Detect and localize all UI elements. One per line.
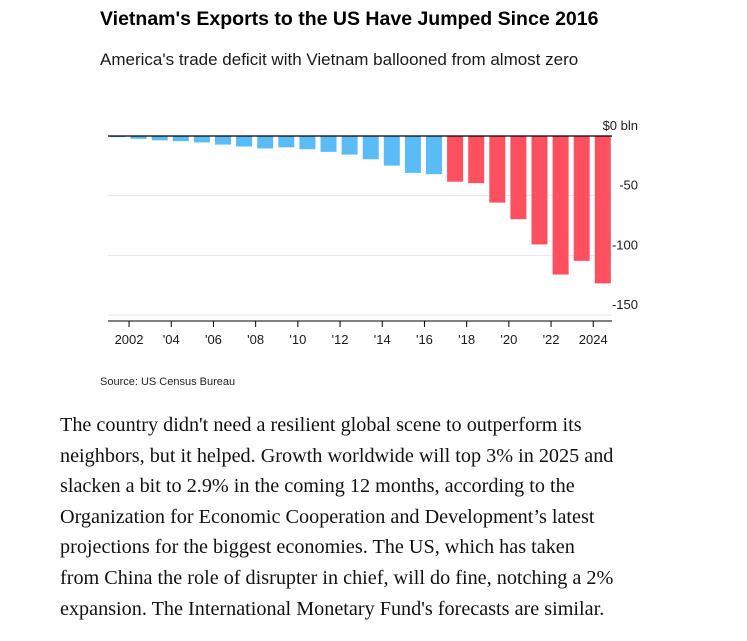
x-tick-label: 2002: [115, 332, 144, 347]
chart-title: Vietnam's Exports to the US Have Jumped …: [100, 8, 599, 30]
chart-subtitle: America's trade deficit with Vietnam bal…: [100, 50, 579, 69]
x-tick-label: '08: [247, 332, 264, 347]
y-axis-labels: $0 bln -50 -100 -150: [603, 118, 638, 312]
bar: [299, 136, 316, 150]
x-tick-label: 2024: [579, 332, 608, 347]
bar: [383, 136, 400, 166]
bar: [151, 136, 168, 141]
bar: [193, 136, 210, 143]
bar: [130, 136, 147, 139]
x-tick-label: '18: [458, 332, 475, 347]
x-axis: 2002 '04 '06 '08 '10 '12 '14 '16 '18 '20 '22 2024: [108, 135, 612, 347]
bar: [447, 136, 464, 182]
bar: [404, 136, 421, 173]
y-tick-label: -150: [612, 297, 638, 312]
bar: [552, 136, 569, 275]
bar: [594, 136, 611, 284]
bar: [236, 136, 253, 147]
bar: [468, 136, 485, 184]
bar: [426, 136, 442, 175]
bar: [362, 136, 379, 160]
trade-deficit-bar-chart: $0 bln -50 -100 -150 2002 '04 '06 '08 '10 '12 '14…: [108, 118, 638, 347]
bar-series: [109, 136, 611, 284]
article-line: The country didn't need a resilient glob…: [60, 414, 582, 436]
x-tick-label: '06: [205, 332, 222, 347]
source-note: Source: US Census Bureau: [100, 376, 236, 388]
x-tick-label: '22: [543, 332, 560, 347]
article-line: from China the role of disrupter in chie…: [60, 566, 614, 589]
article-line: projections for the biggest economies. T…: [60, 536, 575, 559]
bar: [489, 136, 506, 203]
article-paragraph: The country didn't need a resilient glob…: [60, 410, 740, 624]
bar: [510, 136, 527, 220]
x-tick-label: '04: [163, 332, 180, 347]
article-line: slacken a bit to 2.9% in the coming 12 m…: [60, 475, 575, 498]
y-tick-label: -50: [619, 178, 638, 193]
bar: [278, 136, 295, 148]
y-tick-label: -100: [612, 237, 638, 252]
x-tick-label: '16: [416, 332, 433, 347]
article-line: Organization for Economic Cooperation an…: [60, 505, 595, 528]
bar: [531, 136, 548, 245]
x-tick-label: '14: [374, 332, 391, 347]
grid-lines: [108, 195, 612, 316]
article-line: neighbors, but it helped. Growth worldwi…: [60, 444, 614, 467]
bar: [257, 136, 274, 149]
article-line: expansion. The International Monetary Fu…: [60, 597, 605, 620]
bar: [172, 136, 189, 142]
x-tick-label: '10: [289, 332, 306, 347]
bar: [320, 136, 337, 152]
bar: [573, 136, 590, 261]
x-tick-label: '20: [500, 332, 517, 347]
bar: [215, 136, 231, 145]
bar: [341, 136, 358, 155]
y-tick-label: $0 bln: [603, 118, 638, 133]
x-tick-label: '12: [332, 332, 349, 347]
